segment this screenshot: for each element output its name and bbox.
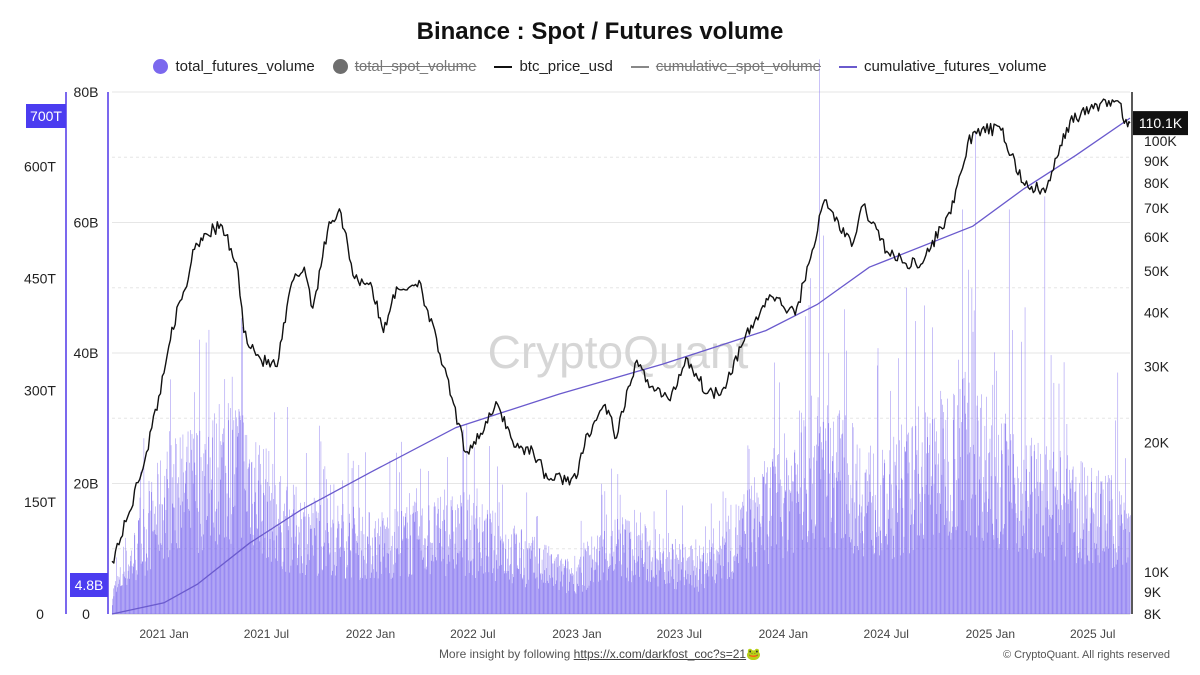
cumulative-axis-badge-bg (26, 104, 66, 128)
frog-icon: 🐸 (746, 647, 762, 661)
legend-dot-icon (153, 59, 169, 74)
x-axis-tick-label: 2025 Jul (1070, 627, 1115, 641)
legend-item-cumulative-futures-volume[interactable]: cumulative_futures_volume (838, 58, 1047, 75)
watermark: CryptoQuant (488, 326, 749, 378)
legend-item-cumulative-spot-volume[interactable]: cumulative_spot_volume (630, 58, 821, 75)
price-axis-tick-label: 100K (1144, 133, 1177, 149)
futures-axis-badge-bg (70, 573, 108, 597)
legend-line-icon (494, 65, 513, 68)
price-axis-tick-label: 10K (1144, 564, 1170, 580)
legend-dot-icon (332, 59, 348, 74)
cumulative-axis-badge: 700T (26, 104, 66, 128)
x-axis-tick-label: 2021 Jul (244, 627, 289, 641)
legend-item-total-futures-volume[interactable]: total_futures_volume (153, 58, 315, 75)
cumulative-futures-layer (111, 117, 1131, 615)
x-axis-tick-label: 2024 Jul (864, 627, 909, 641)
legend-label: cumulative_futures_volume (863, 58, 1047, 75)
price-axis-tick-label: 30K (1144, 359, 1170, 375)
cumulative-axis-tick-label: 150T (24, 494, 56, 510)
x-axis-tick-label: 2023 Jan (552, 627, 601, 641)
x-axis-tick-label: 2024 Jan (759, 627, 808, 641)
cumulative-futures-line (111, 117, 1131, 615)
x-axis-tick-label: 2025 Jan (966, 627, 1015, 641)
price-axis-tick-label: 60K (1144, 229, 1170, 245)
futures-axis-tick-label: 80B (74, 84, 99, 100)
x-axis-tick-label: 2023 Jul (657, 627, 702, 641)
price-axis-tick-label: 9K (1144, 584, 1162, 600)
footer-link[interactable]: https://x.com/darkfost_coc?s=21 (573, 647, 747, 661)
futures-axis-tick-label: 60B (74, 215, 99, 231)
btc-price-layer (111, 98, 1131, 564)
cumulative-axis-tick-label: 300T (24, 382, 56, 398)
price-axis-tick-label: 20K (1144, 434, 1170, 450)
legend-label: total_spot_volume (354, 58, 477, 75)
btc-price-line (111, 98, 1131, 564)
legend-label: btc_price_usd (519, 58, 613, 75)
price-axis-tick-label: 40K (1144, 305, 1170, 321)
chart-legend: total_futures_volume total_spot_volume b… (0, 58, 1200, 75)
price-axis-badge: 110.1K (1133, 111, 1188, 136)
futures-axis-badge-text: 4.8B (75, 577, 104, 593)
footer-text: More insight by following https://x.com/… (0, 647, 1200, 661)
legend-label: cumulative_spot_volume (655, 58, 821, 75)
price-axis-tick-label: 70K (1144, 200, 1170, 216)
legend-line-icon (630, 65, 649, 68)
legend-line-icon (838, 65, 857, 68)
cumulative-axis-tick-label: 0 (36, 606, 44, 622)
futures-axis-tick-label: 40B (74, 345, 99, 361)
copyright: © CryptoQuant. All rights reserved (1002, 649, 1170, 661)
futures-axis-badge: 4.8B (70, 573, 108, 597)
x-axis-tick-label: 2022 Jan (346, 627, 395, 641)
price-axis-tick-label: 80K (1144, 175, 1170, 191)
price-axis-badge-text: 110.1K (1139, 115, 1183, 131)
x-axis-tick-label: 2021 Jan (139, 627, 188, 641)
legend-item-total-spot-volume[interactable]: total_spot_volume (332, 58, 477, 75)
futures-axis-tick-label: 20B (74, 476, 99, 492)
price-axis-badge-bg (1133, 111, 1188, 136)
footer-prefix: More insight by following (438, 647, 574, 661)
cumulative-axis-badge-text: 700T (30, 108, 62, 124)
price-axis-tick-label: 90K (1144, 153, 1170, 169)
legend-item-btc-price-usd[interactable]: btc_price_usd (494, 58, 613, 75)
price-axis-tick-label: 50K (1144, 263, 1170, 279)
price-axis-tick-label: 8K (1144, 606, 1162, 622)
cumulative-axis-tick-label: 600T (24, 159, 56, 175)
futures-axis-tick-label: 0 (82, 606, 90, 622)
cumulative-axis-tick-label: 450T (24, 270, 56, 286)
futures-volume-bars (112, 59, 1131, 615)
x-axis-tick-label: 2022 Jul (450, 627, 495, 641)
axes-layer: 0 150T 300T 450T 600T 0 20B 40B 60B 80B 8K 9K 10K 20K… (24, 84, 1188, 641)
chart-title: Binance : Spot / Futures volume (416, 18, 784, 45)
legend-label: total_futures_volume (175, 58, 315, 75)
